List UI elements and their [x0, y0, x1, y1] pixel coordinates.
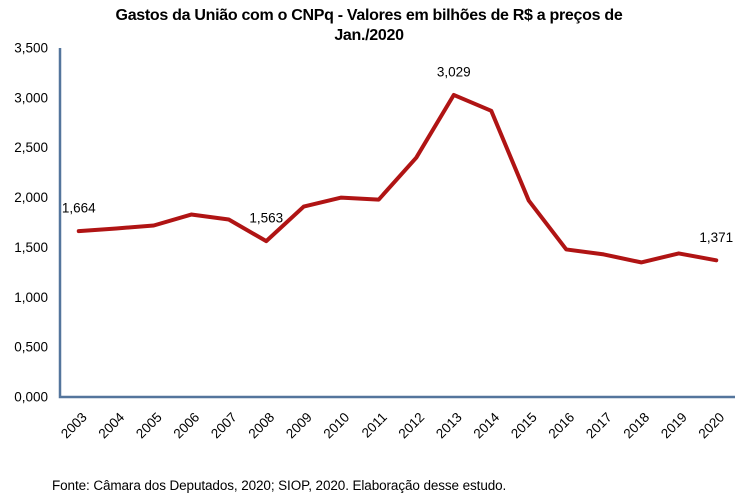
chart-title-line1: Gastos da União com o CNPq - Valores em …	[115, 7, 623, 24]
axes-lines	[58, 48, 735, 399]
y-tick-label: 1,500	[14, 240, 48, 255]
chart-title: Gastos da União com o CNPq - Valores em …	[0, 6, 738, 46]
x-tick-label: 2009	[283, 410, 315, 442]
data-point-label: 1,371	[699, 230, 733, 245]
x-tick-label: 2006	[171, 410, 203, 442]
y-tick-label: 0,000	[14, 390, 48, 405]
x-tick-label: 2007	[208, 410, 240, 442]
x-tick-label: 2018	[621, 410, 653, 442]
y-tick-label: 0,500	[14, 340, 48, 355]
y-tick-label: 3,500	[14, 41, 48, 56]
x-tick-label: 2019	[658, 410, 690, 442]
x-tick-label: 2013	[433, 410, 465, 442]
x-tick-label: 2020	[696, 410, 728, 442]
x-tick-label: 2008	[246, 410, 278, 442]
x-tick-label: 2011	[359, 410, 390, 441]
x-tick-label: 2015	[508, 410, 540, 442]
x-tick-label: 2004	[96, 409, 128, 441]
x-tick-label: 2003	[58, 410, 90, 442]
data-point-label: 3,029	[437, 64, 471, 79]
x-tick-label: 2016	[546, 410, 578, 442]
x-tick-label: 2012	[396, 410, 428, 442]
x-tick-label: 2017	[583, 410, 615, 442]
y-tick-label: 3,000	[14, 90, 48, 105]
x-tick-label: 2005	[133, 410, 165, 442]
x-tick-label: 2010	[321, 410, 353, 442]
y-tick-label: 2,500	[14, 140, 48, 155]
data-point-label: 1,563	[249, 211, 283, 226]
data-point-label: 1,664	[62, 201, 96, 216]
source-note: Fonte: Câmara dos Deputados, 2020; SIOP,…	[52, 478, 507, 493]
y-tick-label: 1,000	[14, 290, 48, 305]
chart-title-line2: Jan./2020	[334, 27, 404, 44]
x-tick-label: 2014	[471, 409, 503, 441]
y-tick-label: 2,000	[14, 190, 48, 205]
data-series-line	[76, 92, 719, 265]
